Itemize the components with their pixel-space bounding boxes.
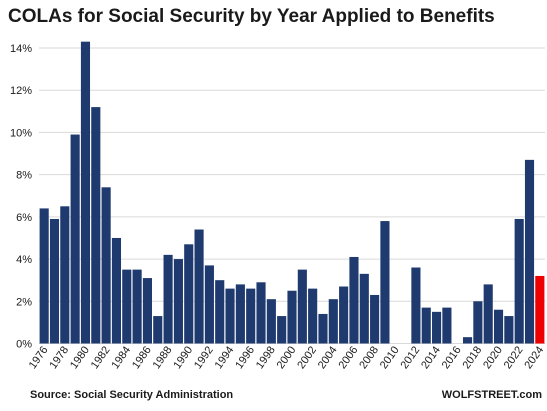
x-tick-label: 1994 — [213, 344, 237, 371]
bar-2003 — [318, 313, 328, 344]
x-tick-label: 1980 — [68, 344, 92, 371]
bar-1986 — [142, 278, 152, 344]
bar-2023 — [524, 159, 535, 344]
bar-1995 — [235, 284, 245, 344]
bar-2005 — [339, 286, 349, 344]
bar-1987 — [153, 316, 163, 344]
x-tick-label: 1998 — [254, 344, 278, 371]
bar-1993 — [215, 280, 225, 344]
bar-2020 — [493, 309, 504, 344]
bar-1983 — [111, 237, 122, 344]
bar-2006 — [349, 256, 359, 344]
y-tick-label: 2% — [16, 296, 32, 308]
x-tick-label: 2022 — [502, 344, 526, 371]
bar-2007 — [359, 273, 369, 344]
bar-1992 — [204, 265, 214, 344]
bar-1988 — [163, 254, 173, 344]
x-tick-label: 2014 — [419, 344, 443, 371]
bar-2004 — [328, 299, 338, 344]
x-tick-label: 2004 — [316, 344, 340, 371]
y-tick-label: 14% — [10, 43, 32, 55]
bar-1997 — [256, 282, 266, 344]
bar-1980 — [80, 41, 91, 344]
chart-title: COLAs for Social Security by Year Applie… — [8, 6, 495, 27]
bar-1984 — [122, 269, 132, 344]
bar-1996 — [246, 288, 256, 344]
bar-1982 — [101, 187, 111, 344]
bar-2019 — [483, 284, 493, 344]
bar-1981 — [91, 107, 101, 344]
x-tick-label: 2016 — [440, 344, 464, 371]
bar-2022 — [514, 218, 524, 344]
bar-1990 — [184, 244, 194, 344]
x-tick-label: 1990 — [171, 344, 195, 371]
bar-1977 — [49, 218, 60, 344]
bar-2024 — [535, 275, 545, 344]
bar-2000 — [287, 290, 297, 344]
bar-1991 — [194, 229, 204, 344]
x-tick-label: 2020 — [481, 344, 505, 371]
y-tick-label: 0% — [16, 339, 32, 351]
x-tick-label: 2012 — [399, 344, 423, 371]
bar-2018 — [473, 301, 483, 344]
bar-2017 — [462, 337, 473, 344]
bars — [39, 41, 545, 344]
x-tick-label: 1978 — [47, 344, 71, 371]
bar-1994 — [225, 288, 235, 344]
y-tick-label: 8% — [16, 170, 32, 182]
bar-1989 — [173, 259, 183, 344]
bar-2015 — [442, 307, 452, 344]
x-tick-label: 1982 — [89, 344, 113, 371]
x-tick-label: 1986 — [130, 344, 154, 371]
bar-1985 — [132, 269, 142, 344]
bar-1976 — [39, 208, 49, 344]
bar-2013 — [421, 307, 431, 344]
x-tick-label: 2002 — [295, 344, 319, 371]
bar-1979 — [70, 134, 80, 344]
x-tick-label: 1984 — [109, 344, 133, 371]
x-tick-label: 2008 — [357, 344, 381, 371]
bar-2012 — [411, 267, 421, 344]
x-axis-tick-labels: 1976197819801982198419861988199019921994… — [27, 344, 547, 371]
bar-2008 — [370, 294, 380, 344]
x-tick-label: 2000 — [275, 344, 299, 371]
x-tick-label: 1988 — [151, 344, 175, 371]
x-tick-label: 2006 — [337, 344, 361, 371]
bar-2001 — [297, 269, 307, 344]
bar-1978 — [60, 206, 70, 344]
bar-2009 — [380, 221, 390, 344]
bar-2002 — [308, 288, 318, 344]
bar-1998 — [266, 299, 276, 344]
watermark: WOLFSTREET.com — [441, 389, 542, 401]
x-tick-label: 1992 — [192, 344, 216, 371]
x-tick-label: 2018 — [460, 344, 484, 371]
y-tick-label: 4% — [16, 254, 32, 266]
y-axis-tick-labels: 0% 2% 4% 6% 8% 10% 12% 14% — [10, 43, 32, 351]
x-tick-label: 2024 — [522, 344, 546, 371]
source-note: Source: Social Security Administration — [30, 389, 234, 401]
y-tick-label: 6% — [16, 212, 32, 224]
bar-1999 — [277, 316, 287, 344]
x-tick-label: 1996 — [233, 344, 257, 371]
y-tick-label: 12% — [10, 85, 32, 97]
y-tick-label: 10% — [10, 127, 32, 139]
x-tick-label: 2010 — [378, 344, 402, 371]
bar-2014 — [432, 311, 442, 344]
bar-2021 — [504, 316, 514, 344]
